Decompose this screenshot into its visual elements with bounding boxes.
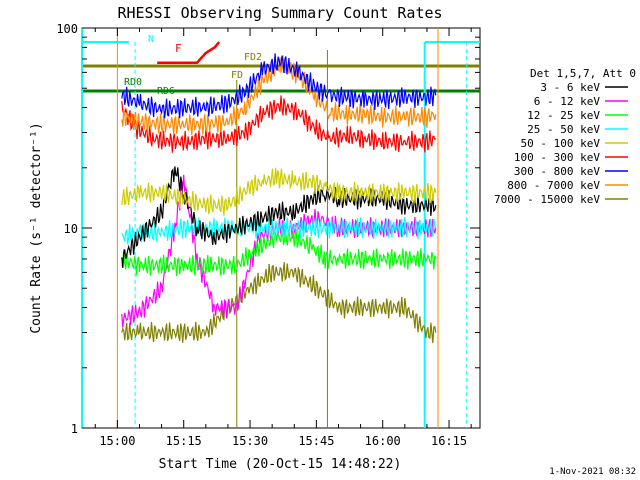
legend-entry-label: 300 - 800 keV: [514, 165, 600, 178]
y-axis-label: Count Rate (s⁻¹ detector⁻¹): [29, 122, 44, 333]
x-tick-label: 15:30: [232, 434, 268, 448]
legend-entry-label: 7000 - 15000 keV: [494, 193, 600, 206]
x-tick-label: 15:45: [298, 434, 334, 448]
legend-entry-label: 25 - 50 keV: [527, 123, 600, 136]
annotation-f: F: [175, 42, 182, 55]
series-25-50-kev: [121, 217, 437, 245]
series-f: [157, 41, 221, 65]
y-tick-label: 1: [71, 422, 78, 436]
annotation-fd: FD: [231, 70, 243, 81]
annotation-rd6: RD6: [157, 86, 175, 97]
legend-header: Det 1,5,7, Att 0: [530, 67, 636, 80]
x-tick-label: 16:15: [431, 434, 467, 448]
chart-title: RHESSI Observing Summary Count Rates: [117, 4, 442, 22]
legend-entry-label: 3 - 6 keV: [540, 81, 600, 94]
series-group: [121, 41, 437, 344]
legend-entry-label: 50 - 100 keV: [521, 137, 601, 150]
y-tick-label: 10: [64, 222, 78, 236]
annotation-fd2: FD2: [244, 52, 262, 63]
series-300-800-kev: [121, 53, 437, 119]
legend-entry-label: 100 - 300 keV: [514, 151, 600, 164]
series-7000-15000-kev: [121, 262, 437, 344]
series-12-25-kev: [121, 226, 437, 276]
axes-group: 15:00 15:15 15:30 15:45 16:00 16:15 100 10 1: [56, 22, 480, 448]
series-100-300-kev: [121, 95, 437, 153]
x-tick-label: 16:00: [365, 434, 401, 448]
x-tick-label: 15:15: [166, 434, 202, 448]
annotation-n: N: [148, 34, 154, 45]
legend-entry-label: 12 - 25 keV: [527, 109, 600, 122]
y-tick-label: 100: [56, 22, 78, 36]
series-50-100-kev: [121, 167, 437, 216]
series-800-7000-kev: [121, 55, 437, 135]
series-3-6-kev: [121, 166, 437, 269]
footer-date: 1-Nov-2021 08:32: [549, 467, 636, 477]
x-tick-label: 15:00: [99, 434, 135, 448]
legend-entry-label: 800 - 7000 keV: [507, 179, 600, 192]
annotation-rd0: RD0: [124, 77, 142, 88]
legend-entry-label: 6 - 12 keV: [534, 95, 601, 108]
x-axis-label: Start Time (20-Oct-15 14:48:22): [159, 457, 402, 472]
